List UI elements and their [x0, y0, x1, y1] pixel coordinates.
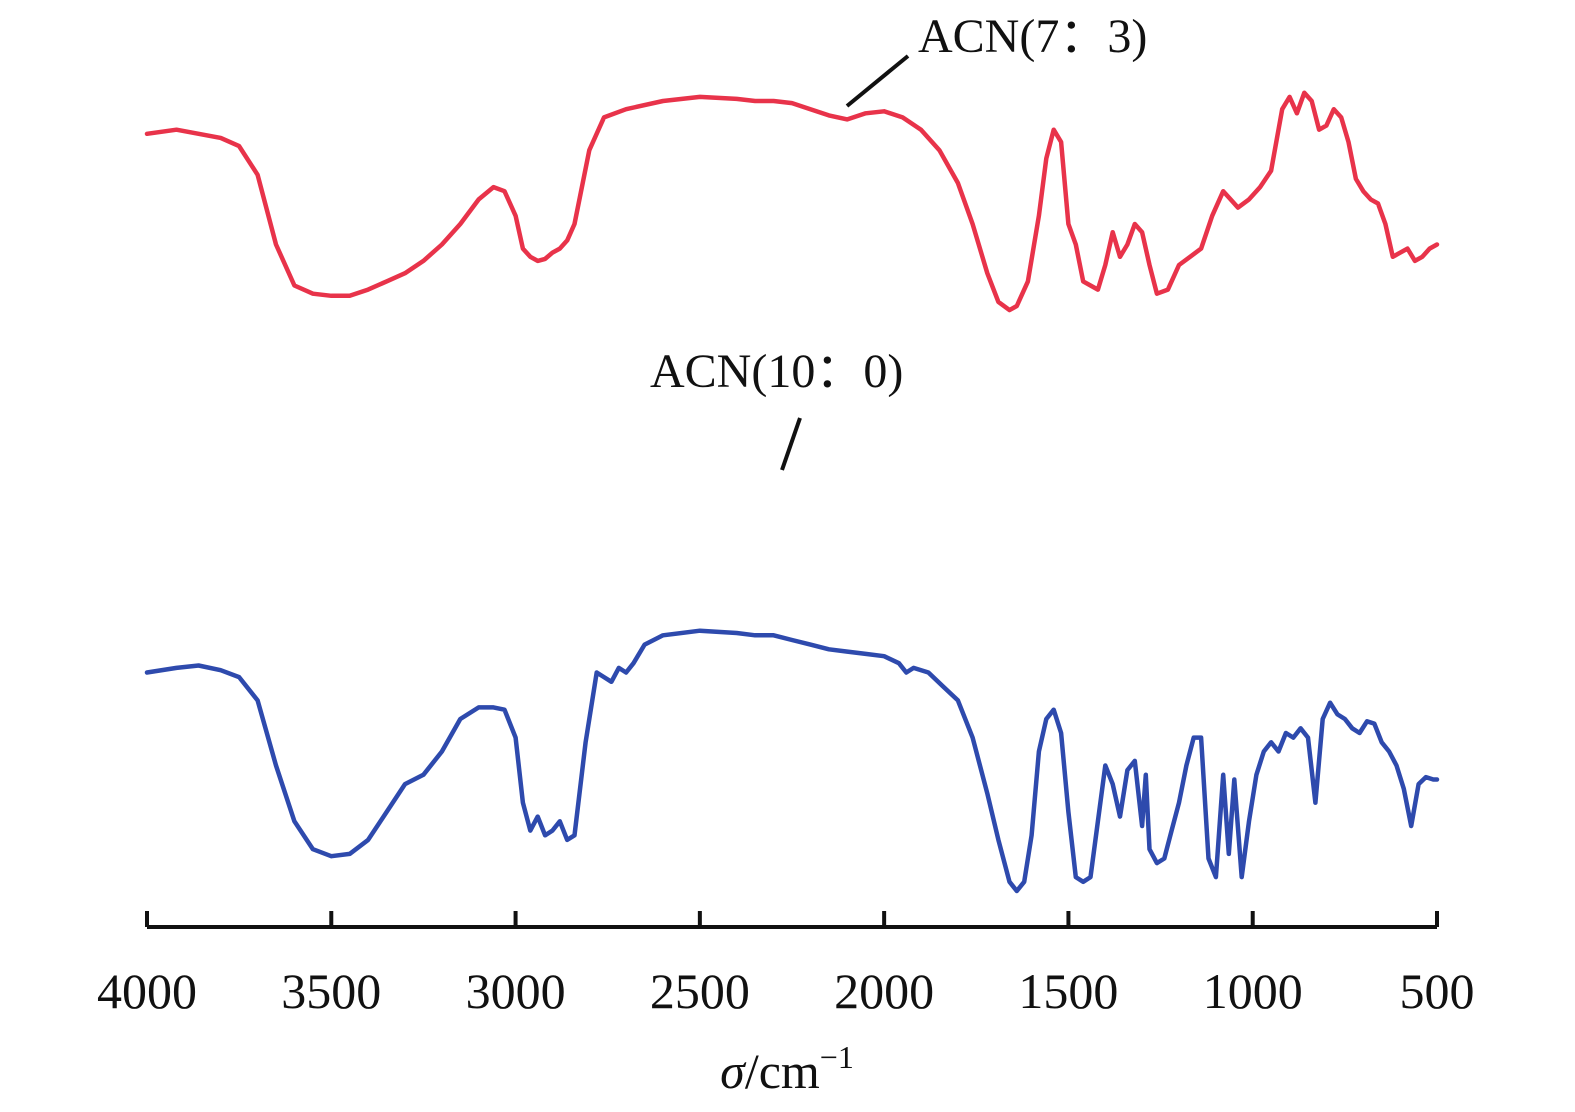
series-line-1	[144, 90, 1440, 313]
x-tick-label-500: 500	[1400, 963, 1475, 1019]
x-tick-label-2000: 2000	[834, 963, 934, 1019]
x-tick-label-2500: 2500	[650, 963, 750, 1019]
x-tick-label-3500: 3500	[281, 963, 381, 1019]
x-axis-label-unit: /cm	[745, 1043, 820, 1099]
annotations: ACN(7：3) ACN(10：0)	[650, 10, 1147, 471]
x-axis: 4000 3500 3000 2500 2000 1500 1000 500	[97, 911, 1475, 1019]
annotation-acn-10-0: ACN(10：0)	[650, 345, 903, 398]
annotation-acn-7-3: ACN(7：3)	[918, 10, 1147, 63]
series-line-2	[144, 628, 1440, 894]
x-axis-label-symbol: σ	[720, 1043, 747, 1099]
annotation-leader-acn-7-3	[845, 54, 910, 108]
annotation-leader-acn-10-0	[780, 417, 802, 471]
x-tick-label-1500: 1500	[1018, 963, 1118, 1019]
x-tick-label-3000: 3000	[466, 963, 566, 1019]
x-axis-label-superscript: −1	[820, 1039, 854, 1075]
x-tick-label-1000: 1000	[1203, 963, 1303, 1019]
x-axis-label: σ/cm−1	[720, 1039, 854, 1099]
plot-area	[144, 90, 1440, 894]
x-tick-label-4000: 4000	[97, 963, 197, 1019]
